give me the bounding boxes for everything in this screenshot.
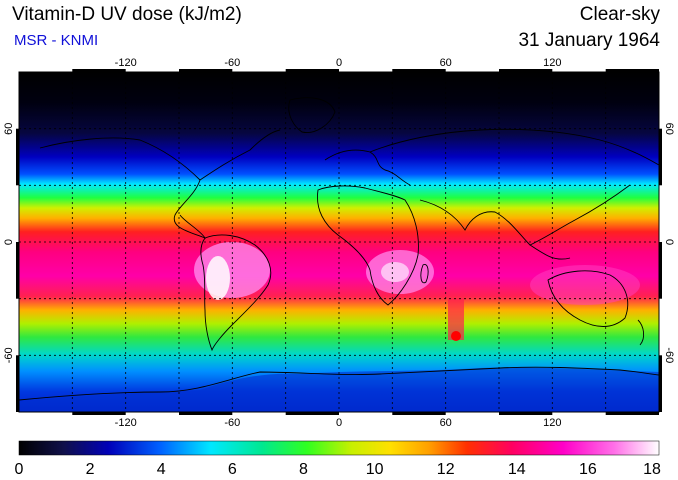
lat-label-left: 0 bbox=[3, 239, 15, 245]
lon-label-bottom: -60 bbox=[224, 417, 240, 429]
south-america-high bbox=[194, 242, 270, 298]
graticule bbox=[19, 72, 659, 412]
date-label: 31 January 1964 bbox=[518, 30, 660, 51]
lon-label-bottom: 60 bbox=[440, 417, 452, 429]
lat-label-left: 60 bbox=[3, 123, 15, 135]
lon-label-top: 0 bbox=[336, 57, 342, 69]
lat-label-left: -60 bbox=[3, 347, 15, 363]
anomaly-spot bbox=[451, 331, 461, 341]
colorbar-tick: 18 bbox=[643, 461, 661, 478]
lon-label-bottom: -120 bbox=[115, 417, 137, 429]
colorbar-tick: 8 bbox=[299, 461, 308, 478]
lon-label-bottom: 120 bbox=[543, 417, 561, 429]
colorbar-tick: 4 bbox=[157, 461, 166, 478]
africa-peak bbox=[381, 262, 409, 282]
colorbar-tick: 16 bbox=[579, 461, 597, 478]
colorbar-tick: 10 bbox=[366, 461, 384, 478]
condition-label: Clear-sky bbox=[579, 4, 660, 25]
coastlines bbox=[19, 97, 659, 401]
indian-ocean-anomaly bbox=[448, 298, 464, 340]
andes-peak bbox=[206, 256, 230, 300]
australia-high bbox=[530, 265, 640, 305]
source-label: MSR - KNMI bbox=[14, 32, 99, 49]
lon-label-top: 120 bbox=[543, 57, 561, 69]
map-title: Vitamin-D UV dose (kJ/m2) bbox=[12, 4, 242, 25]
colorbar-tick: 6 bbox=[228, 461, 237, 478]
colorbar bbox=[18, 440, 660, 456]
lon-label-top: -120 bbox=[115, 57, 137, 69]
lat-label-right: 60 bbox=[663, 123, 675, 135]
lon-label-top: -60 bbox=[224, 57, 240, 69]
lat-label-right: -60 bbox=[663, 347, 675, 363]
colorbar-tick: 14 bbox=[508, 461, 526, 478]
lat-label-right: 0 bbox=[663, 239, 675, 245]
lon-label-bottom: 0 bbox=[336, 417, 342, 429]
frame-bands bbox=[16, 69, 662, 415]
colorbar-tick: 12 bbox=[437, 461, 455, 478]
colorbar-tick: 0 bbox=[15, 461, 24, 478]
lon-label-top: 60 bbox=[440, 57, 452, 69]
colorbar-tick: 2 bbox=[86, 461, 95, 478]
